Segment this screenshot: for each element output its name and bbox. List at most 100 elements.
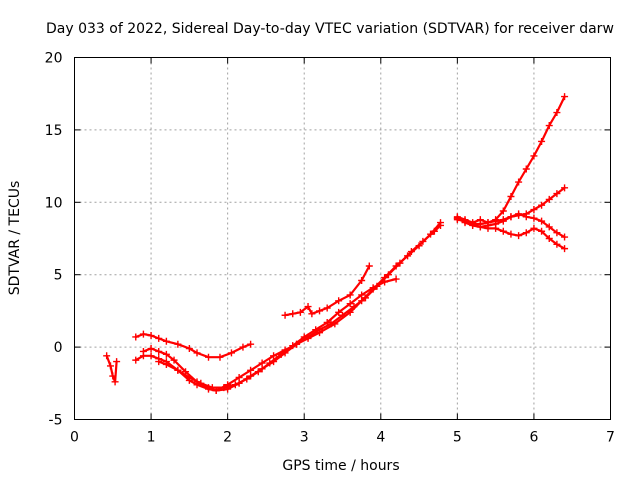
data-point <box>358 291 366 299</box>
data-point <box>185 374 193 382</box>
data-point <box>197 379 205 387</box>
series-trace-1 <box>103 352 121 386</box>
data-point <box>289 310 297 318</box>
x-tick-label: 4 <box>376 430 385 446</box>
axis-layer: 0 1 2 3 4 5 6 7 -5 0 5 10 15 20 <box>45 51 615 446</box>
data-point <box>484 224 492 232</box>
data-point <box>515 232 523 240</box>
data-point <box>545 223 553 231</box>
data-point <box>545 235 553 242</box>
data-point <box>499 227 507 235</box>
data-point <box>155 358 163 366</box>
data-point <box>530 206 538 214</box>
data-point <box>476 223 484 231</box>
series-line <box>456 95 566 224</box>
y-tick-label: -5 <box>49 413 63 429</box>
x-tick-label: 0 <box>70 430 79 446</box>
data-point <box>174 366 182 374</box>
data-point <box>419 237 427 245</box>
y-axis-label: SDTVAR / TECUs <box>7 181 23 296</box>
data-point <box>155 347 163 355</box>
data-point <box>430 227 438 235</box>
data-point <box>111 378 119 386</box>
data-point <box>109 372 117 380</box>
data-point <box>162 337 170 345</box>
y-tick-label: 5 <box>54 268 63 284</box>
y-tick-label: 20 <box>45 51 63 67</box>
data-point <box>396 259 404 267</box>
data-point <box>266 359 274 367</box>
data-point <box>545 195 553 203</box>
data-point <box>155 334 163 342</box>
data-point <box>561 93 569 101</box>
data-point <box>530 214 538 222</box>
data-point <box>461 217 469 225</box>
x-tick-label: 7 <box>606 430 615 446</box>
data-point <box>561 184 569 192</box>
data-point <box>216 353 224 361</box>
data-point <box>515 210 523 218</box>
data-point <box>437 221 445 229</box>
x-axis-label: GPS time / hours <box>282 458 399 474</box>
data-point <box>247 340 255 348</box>
series-trace-6 <box>281 262 373 319</box>
data-point <box>522 213 530 221</box>
data-point <box>545 122 553 130</box>
data-point <box>530 224 538 232</box>
data-point <box>170 356 178 364</box>
series-trace-3 <box>132 219 445 395</box>
data-point <box>407 248 415 256</box>
x-tick-label: 1 <box>147 430 156 446</box>
data-point <box>162 350 170 358</box>
data-point <box>139 330 147 338</box>
data-point <box>227 349 235 357</box>
series-line <box>157 277 398 389</box>
data-point <box>312 326 320 334</box>
data-point <box>553 109 561 117</box>
data-point <box>300 333 308 341</box>
data-point <box>103 352 111 360</box>
data-point <box>553 229 561 237</box>
data-point <box>346 300 354 308</box>
series-line <box>134 333 252 359</box>
chart-title: Day 033 of 2022, Sidereal Day-to-day VTE… <box>46 21 614 37</box>
data-point <box>384 271 392 279</box>
data-point <box>174 340 182 348</box>
data-point <box>147 332 155 340</box>
grid-layer <box>74 57 611 420</box>
data-point <box>335 297 343 305</box>
data-point <box>205 353 212 361</box>
data-point <box>561 245 569 253</box>
data-point <box>492 224 500 232</box>
data-point <box>358 276 366 284</box>
data-point <box>254 368 262 376</box>
data-point <box>361 294 369 302</box>
data-point <box>147 352 155 360</box>
data-point <box>339 311 346 319</box>
data-point <box>522 229 530 237</box>
series-trace-7 <box>453 93 569 227</box>
data-point <box>308 310 316 318</box>
series-line <box>142 224 442 392</box>
data-point <box>538 201 546 209</box>
data-point <box>208 384 216 392</box>
data-point <box>538 227 546 235</box>
data-point <box>499 217 507 225</box>
data-point <box>106 362 114 370</box>
data-point <box>147 345 155 353</box>
x-tick-label: 6 <box>529 430 538 446</box>
data-point <box>132 356 140 364</box>
data-point <box>231 381 239 389</box>
data-point <box>162 360 170 368</box>
series-trace-4 <box>139 221 445 395</box>
series-layer <box>103 93 569 395</box>
data-point <box>392 275 400 283</box>
data-point <box>335 308 343 316</box>
data-point <box>281 311 289 319</box>
data-point <box>369 284 377 292</box>
plot-frame <box>74 57 611 420</box>
data-point <box>327 320 335 328</box>
series-line <box>105 354 118 383</box>
data-point <box>113 358 121 366</box>
